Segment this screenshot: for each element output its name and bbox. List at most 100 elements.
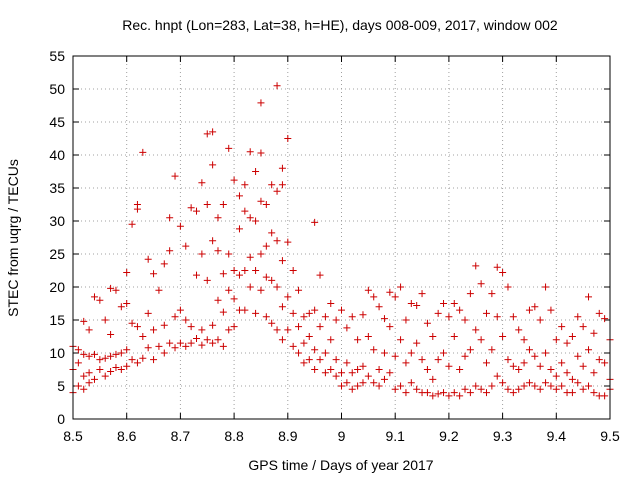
data-point (332, 372, 340, 380)
data-point (209, 237, 217, 245)
data-point (160, 260, 168, 268)
data-point (214, 336, 222, 344)
data-point (472, 382, 480, 390)
data-point (133, 323, 141, 331)
data-point (547, 366, 555, 373)
data-point (364, 286, 372, 294)
data-point (440, 349, 448, 357)
data-point (402, 389, 410, 397)
data-point (402, 316, 410, 324)
data-point (176, 306, 184, 314)
data-point (182, 316, 190, 324)
data-point (246, 253, 254, 261)
data-point (278, 257, 286, 265)
data-point (515, 326, 523, 334)
data-point (359, 379, 367, 387)
data-point (380, 315, 388, 323)
data-point (289, 309, 297, 317)
data-point (171, 313, 179, 321)
data-point (504, 356, 512, 364)
data-point (321, 349, 329, 357)
data-point (257, 197, 265, 205)
data-point (262, 273, 270, 281)
grid-layer (73, 56, 610, 419)
data-point (214, 214, 222, 222)
data-point (338, 369, 345, 377)
data-point (590, 329, 598, 337)
data-point (563, 339, 571, 347)
data-point (499, 333, 507, 340)
data-point (144, 309, 152, 317)
data-point (268, 181, 276, 189)
data-point (482, 309, 490, 317)
data-point (380, 375, 388, 383)
data-point (230, 267, 238, 274)
data-point (348, 369, 356, 377)
data-point (311, 366, 319, 373)
data-point (284, 238, 292, 246)
data-point (295, 286, 303, 294)
data-point (198, 179, 206, 187)
data-point (150, 326, 158, 334)
data-point (391, 385, 399, 393)
data-point (343, 379, 351, 387)
x-tick-label: 8.9 (278, 428, 298, 444)
data-point (193, 334, 201, 342)
data-point (139, 148, 147, 156)
data-point (354, 366, 362, 373)
data-point (225, 250, 233, 258)
data-point (397, 382, 405, 390)
data-point (316, 323, 324, 331)
data-point (332, 316, 340, 324)
data-point (423, 366, 431, 373)
data-point (209, 128, 217, 136)
data-point (531, 382, 539, 390)
data-point (246, 283, 254, 291)
data-point (166, 247, 174, 255)
data-point (595, 309, 603, 317)
data-point (348, 385, 356, 393)
y-tick-label: 55 (49, 48, 65, 64)
data-point (74, 382, 82, 390)
data-point (80, 385, 88, 393)
data-point (531, 352, 539, 360)
data-point (268, 229, 276, 237)
data-point (509, 313, 517, 321)
data-point (107, 352, 115, 360)
data-point (316, 356, 324, 364)
data-point (117, 303, 125, 311)
data-point (450, 300, 458, 307)
data-point (225, 326, 233, 334)
data-point (423, 319, 431, 327)
data-point (332, 356, 340, 364)
data-point (456, 392, 464, 400)
data-point (257, 99, 265, 107)
data-point (477, 385, 485, 393)
data-point (273, 82, 281, 90)
data-point (176, 339, 184, 347)
data-point (558, 382, 566, 390)
data-point (284, 293, 292, 301)
data-point (413, 385, 421, 393)
data-point (354, 336, 362, 344)
data-point (579, 362, 587, 370)
data-point (327, 366, 335, 373)
y-tick-label: 15 (49, 312, 65, 328)
data-point (466, 389, 474, 397)
data-point (203, 336, 211, 344)
data-point (101, 372, 109, 380)
x-tick-label: 8.6 (117, 428, 137, 444)
data-point (338, 306, 345, 314)
data-point (461, 316, 469, 324)
x-tick-label: 8.7 (171, 428, 191, 444)
data-point (418, 290, 426, 298)
data-point (552, 372, 560, 380)
data-point (391, 352, 399, 360)
data-point (525, 306, 533, 314)
data-point (450, 389, 458, 397)
data-point (214, 247, 222, 255)
data-point (268, 319, 276, 327)
data-point (278, 164, 286, 172)
data-point (488, 382, 496, 390)
